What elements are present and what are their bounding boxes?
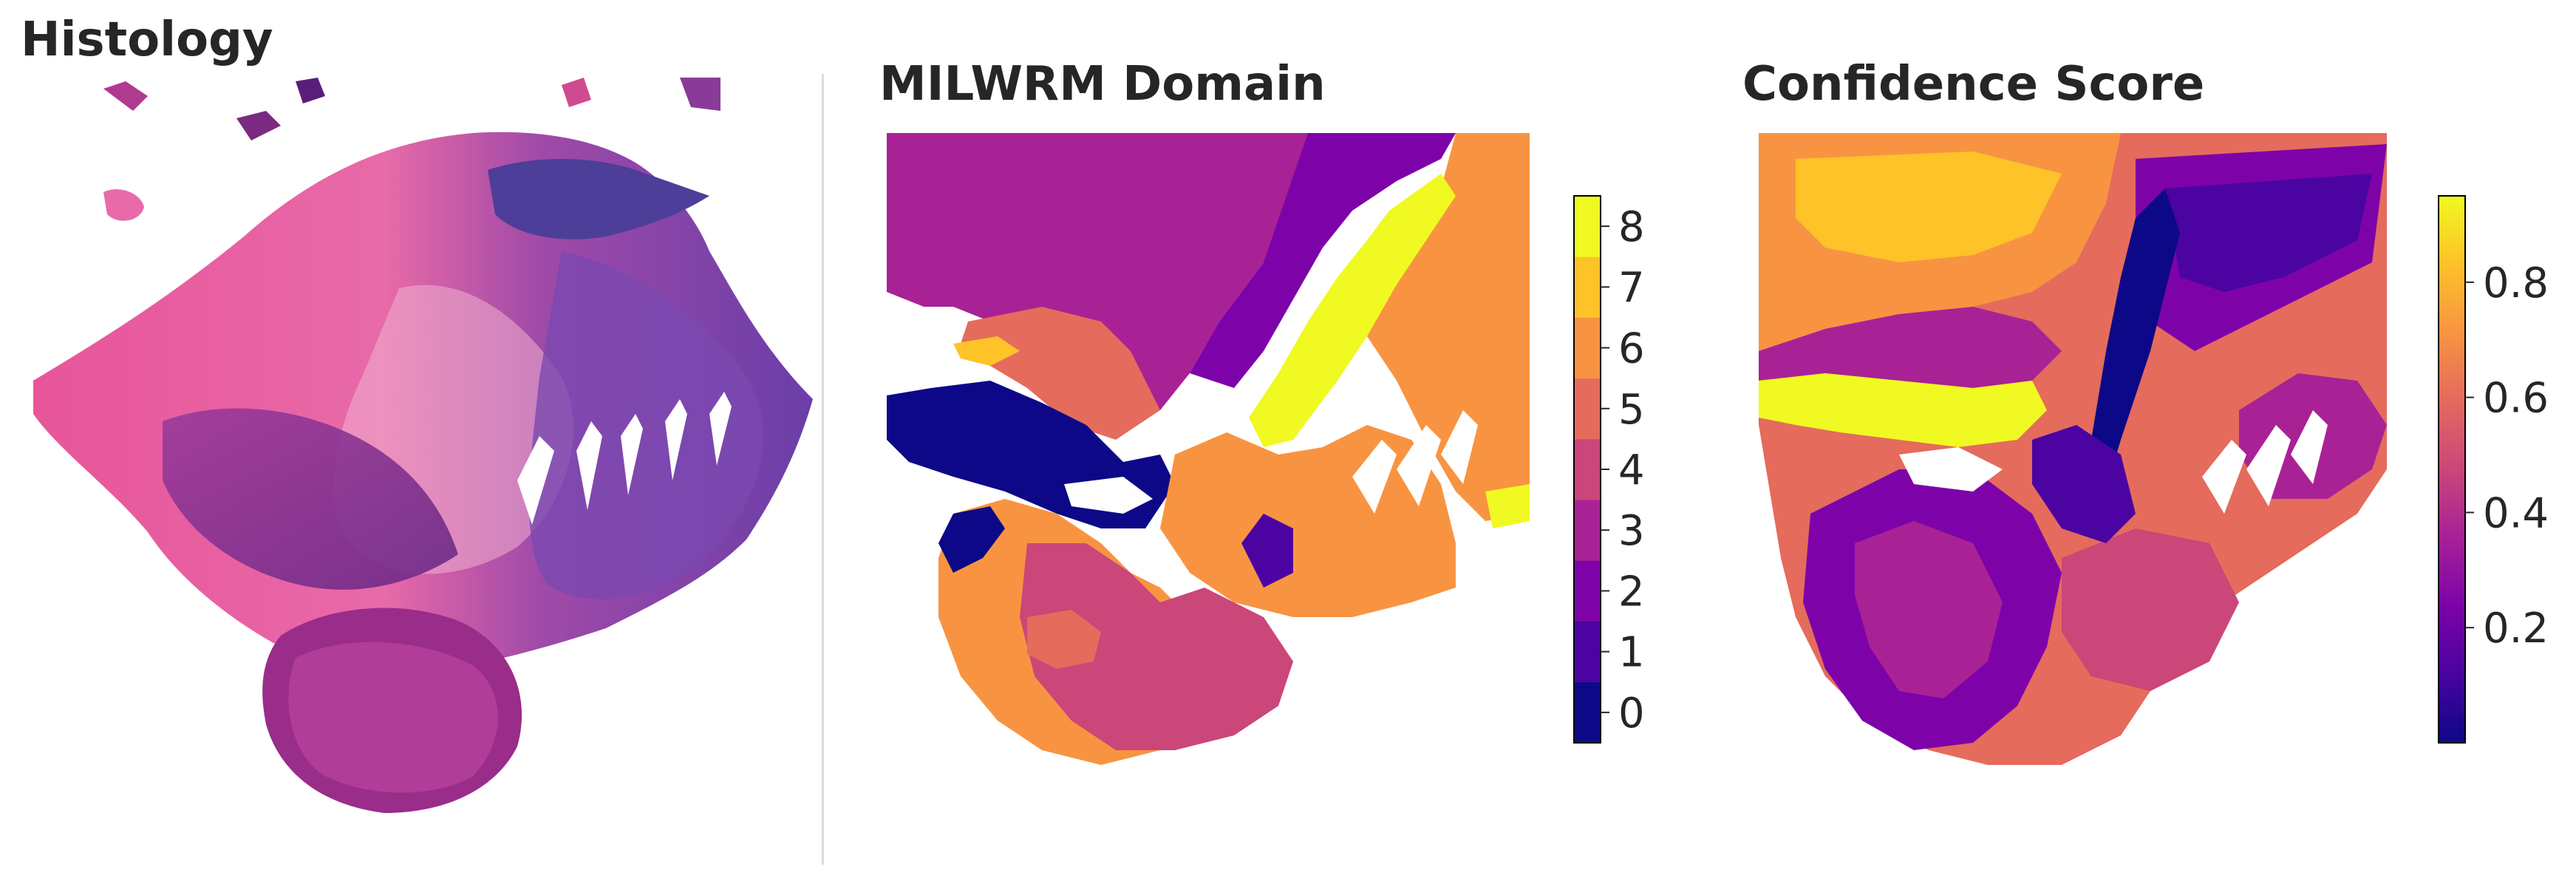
panel-divider (822, 74, 824, 865)
colorbar-segment-2 (1574, 560, 1601, 622)
tissue-main (33, 78, 813, 813)
colorbar-gradient (2439, 196, 2465, 743)
histology-image (33, 78, 813, 813)
colorbar-segment-6 (1574, 317, 1601, 379)
tissue-gaps (517, 392, 732, 525)
colorbar-tick-label-7: 7 (1618, 264, 1645, 312)
colorbar-tick-label-0.4: 0.4 (2483, 489, 2549, 537)
colorbar-tick-label-2: 2 (1618, 568, 1645, 616)
colorbar-segment-1 (1574, 621, 1601, 683)
colorbar-tick-label-6: 6 (1618, 325, 1645, 373)
colorbar-tick-label-5: 5 (1618, 386, 1645, 434)
domain-gaps (1064, 410, 1478, 514)
domain-map (887, 133, 1530, 765)
colorbar-segment-0 (1574, 681, 1601, 744)
domain-colorbar: 0 1 2 3 4 5 6 7 8 (1573, 195, 1645, 744)
colorbar-segment-5 (1574, 378, 1601, 440)
confidence-gaps (1899, 410, 2328, 514)
confidence-title: Confidence Score (1742, 57, 2205, 112)
colorbar-segment-4 (1574, 438, 1601, 500)
histology-title: Histology (21, 13, 273, 67)
domain-title: MILWRM Domain (879, 57, 1326, 112)
confidence-colorbar: 0.2 0.4 0.6 0.8 (2438, 195, 2549, 744)
colorbar-segment-8 (1574, 196, 1601, 257)
colorbar-tick-label-0.6: 0.6 (2483, 375, 2549, 423)
confidence-map (1759, 133, 2387, 765)
colorbar-tick-label-0.2: 0.2 (2483, 605, 2549, 653)
colorbar-tick-label-4: 4 (1618, 446, 1645, 494)
colorbar-segment-3 (1574, 500, 1601, 561)
colorbar-tick-label-3: 3 (1618, 507, 1645, 555)
colorbar-tick-label-0: 0 (1618, 690, 1645, 738)
confidence-regions (1759, 133, 2387, 765)
colorbar-outline (2438, 195, 2466, 744)
colorbar-tick-label-0.8: 0.8 (2483, 259, 2549, 307)
colorbar-tick-label-1: 1 (1618, 629, 1645, 677)
colorbar-tick-label-8: 8 (1618, 203, 1645, 251)
colorbar-segment-7 (1574, 256, 1601, 318)
